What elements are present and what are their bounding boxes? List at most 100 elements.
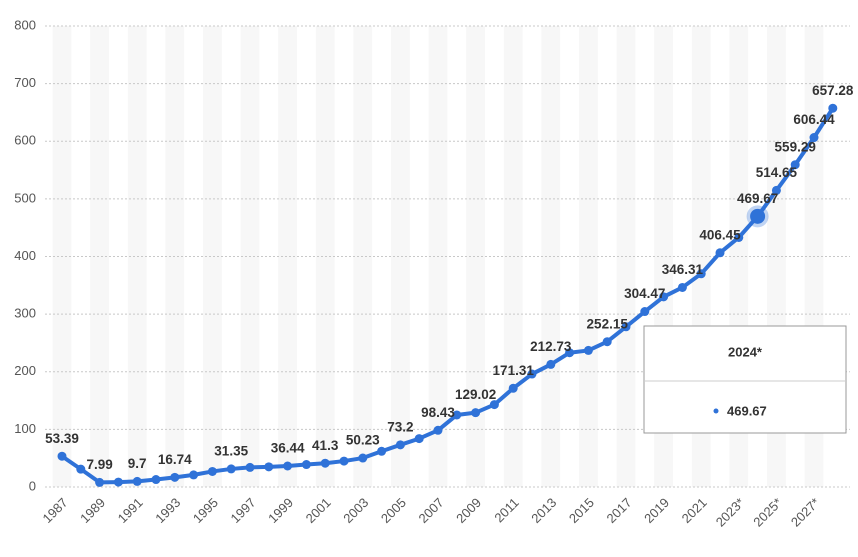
data-label: 559.29 bbox=[775, 139, 816, 154]
data-point bbox=[659, 292, 669, 302]
data-point bbox=[151, 475, 161, 485]
data-point bbox=[677, 282, 687, 292]
data-point bbox=[508, 383, 518, 393]
x-tick-label: 2001 bbox=[303, 495, 334, 526]
x-tick-label: 2011 bbox=[491, 495, 521, 525]
y-tick-label: 0 bbox=[29, 478, 36, 493]
x-tick-label: 2025* bbox=[750, 495, 785, 530]
data-label: 41.3 bbox=[312, 438, 339, 453]
data-point bbox=[358, 453, 368, 463]
data-point bbox=[207, 466, 217, 476]
data-label: 31.35 bbox=[214, 443, 248, 458]
data-label: 129.02 bbox=[455, 387, 496, 402]
x-tick-label: 1993 bbox=[152, 495, 183, 526]
y-tick-label: 200 bbox=[14, 363, 36, 378]
data-point bbox=[828, 103, 838, 113]
data-label: 73.2 bbox=[387, 419, 413, 434]
data-point bbox=[170, 472, 180, 482]
data-point bbox=[771, 185, 781, 195]
data-label: 657.28 bbox=[812, 83, 854, 98]
data-label: 7.99 bbox=[86, 457, 112, 472]
y-tick-label: 500 bbox=[14, 190, 36, 205]
data-point bbox=[433, 425, 443, 435]
x-tick-label: 2007 bbox=[415, 495, 446, 526]
x-tick-label: 2009 bbox=[453, 495, 484, 526]
y-tick-label: 400 bbox=[14, 248, 36, 263]
data-point bbox=[696, 269, 706, 279]
data-point bbox=[565, 348, 575, 358]
data-point bbox=[790, 160, 800, 170]
tooltip-title: 2024* bbox=[728, 344, 763, 359]
x-tick-label: 2019 bbox=[641, 495, 672, 526]
tooltip-box bbox=[643, 325, 847, 434]
data-label: 406.45 bbox=[699, 227, 741, 242]
y-tick-label: 600 bbox=[14, 133, 36, 148]
data-label: 606.44 bbox=[793, 112, 835, 127]
x-tick-label: 2027* bbox=[788, 495, 823, 530]
data-point bbox=[546, 359, 556, 369]
data-point bbox=[809, 133, 819, 143]
x-tick-label: 2023* bbox=[713, 495, 748, 530]
data-point bbox=[226, 464, 236, 474]
data-point bbox=[452, 410, 462, 420]
x-tick-label: 2005 bbox=[378, 495, 409, 526]
data-label: 98.43 bbox=[421, 405, 455, 420]
data-point bbox=[489, 400, 499, 410]
data-point bbox=[245, 462, 255, 472]
data-point bbox=[132, 476, 142, 486]
x-tick-label: 2017 bbox=[603, 495, 634, 526]
data-point bbox=[76, 464, 86, 474]
data-label: 252.15 bbox=[587, 316, 629, 331]
x-tick-label: 1987 bbox=[39, 495, 70, 526]
x-tick-label: 2003 bbox=[340, 495, 371, 526]
data-label: 50.23 bbox=[346, 433, 380, 448]
x-tick-label: 1997 bbox=[227, 495, 258, 526]
y-tick-label: 800 bbox=[14, 17, 36, 32]
y-tick-label: 300 bbox=[14, 306, 36, 321]
data-point bbox=[57, 451, 67, 461]
data-point bbox=[283, 461, 293, 471]
data-label: 36.44 bbox=[271, 441, 305, 456]
data-point bbox=[264, 462, 274, 472]
data-point bbox=[640, 307, 650, 317]
data-label: 16.74 bbox=[158, 452, 192, 467]
x-tick-label: 2021 bbox=[679, 495, 710, 526]
data-point bbox=[113, 477, 123, 487]
data-point bbox=[395, 440, 405, 450]
data-point bbox=[583, 345, 593, 355]
data-point bbox=[471, 408, 481, 418]
data-label: 9.7 bbox=[128, 456, 147, 471]
data-point bbox=[621, 322, 631, 332]
x-tick-label: 2013 bbox=[528, 495, 559, 526]
x-tick-label: 1991 bbox=[115, 495, 146, 526]
x-tick-label: 2015 bbox=[566, 495, 597, 526]
y-tick-label: 700 bbox=[14, 75, 36, 90]
data-label: 469.67 bbox=[737, 191, 778, 206]
data-point bbox=[301, 460, 311, 470]
data-label: 514.65 bbox=[756, 165, 798, 180]
data-label: 346.31 bbox=[662, 262, 704, 277]
highlight-point bbox=[750, 208, 766, 224]
data-point bbox=[189, 470, 199, 480]
x-tick-label: 1989 bbox=[77, 495, 108, 526]
data-point bbox=[734, 232, 744, 242]
data-label: 171.31 bbox=[493, 363, 535, 378]
data-point bbox=[527, 369, 537, 379]
x-tick-label: 1999 bbox=[265, 495, 296, 526]
x-tick-label: 1995 bbox=[190, 495, 221, 526]
data-label: 53.39 bbox=[45, 431, 79, 446]
y-tick-label: 100 bbox=[14, 421, 36, 436]
data-point bbox=[339, 456, 349, 466]
data-point bbox=[715, 248, 725, 258]
data-point bbox=[320, 458, 330, 468]
data-label: 304.47 bbox=[624, 286, 665, 301]
data-point bbox=[602, 337, 612, 347]
tooltip-dot bbox=[713, 408, 719, 414]
data-point bbox=[414, 434, 424, 444]
data-point bbox=[95, 477, 105, 487]
data-point bbox=[377, 446, 387, 456]
tooltip-value: 469.67 bbox=[727, 403, 767, 418]
data-label: 212.73 bbox=[530, 339, 572, 354]
